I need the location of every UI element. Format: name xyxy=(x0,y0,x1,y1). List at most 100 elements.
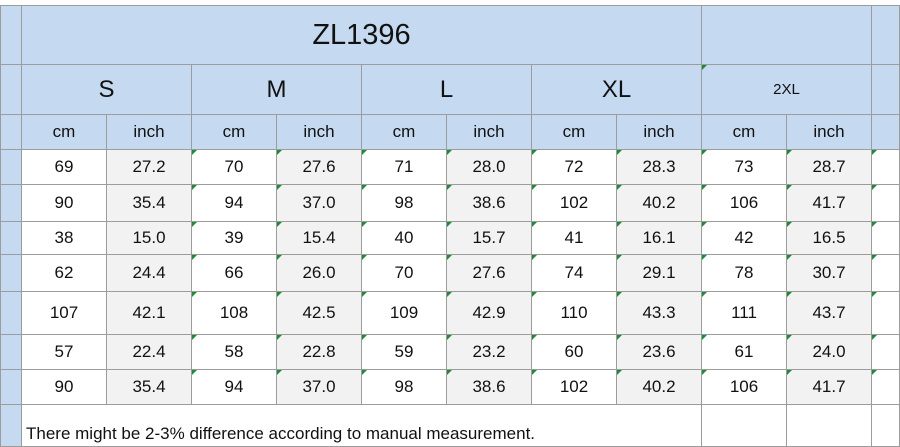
measurement: 39 xyxy=(192,222,277,255)
header-cell xyxy=(872,5,900,65)
note: There might be 2-3% difference according… xyxy=(22,405,702,447)
empty-cell xyxy=(872,150,900,185)
measurement: 70 xyxy=(362,255,447,292)
measurement: 38 xyxy=(22,222,107,255)
measurement: 35.4 xyxy=(107,185,192,222)
measurement: 28.7 xyxy=(787,150,872,185)
empty-cell xyxy=(872,292,900,335)
row-header xyxy=(0,150,22,185)
measurement: 23.6 xyxy=(617,335,702,370)
row-header xyxy=(0,292,22,335)
measurement: 42 xyxy=(702,222,787,255)
measurement: 22.4 xyxy=(107,335,192,370)
unit-header: cm xyxy=(192,115,277,150)
row-header xyxy=(0,370,22,405)
unit-header: cm xyxy=(362,115,447,150)
measurement: 22.8 xyxy=(277,335,362,370)
measurement: 41 xyxy=(532,222,617,255)
measurement: 16.1 xyxy=(617,222,702,255)
measurement: 41.7 xyxy=(787,185,872,222)
unit-header: cm xyxy=(22,115,107,150)
measurement: 111 xyxy=(702,292,787,335)
measurement: 62 xyxy=(22,255,107,292)
measurement: 38.6 xyxy=(447,370,532,405)
measurement: 59 xyxy=(362,335,447,370)
unit-header: inch xyxy=(277,115,362,150)
unit-header: cm xyxy=(532,115,617,150)
measurement: 106 xyxy=(702,185,787,222)
empty-cell xyxy=(872,185,900,222)
header-cell xyxy=(702,5,872,65)
measurement: 58 xyxy=(192,335,277,370)
size-header: 2XL xyxy=(702,65,872,115)
size-header: M xyxy=(192,65,362,115)
measurement: 40.2 xyxy=(617,370,702,405)
row-header xyxy=(0,222,22,255)
row-header xyxy=(0,255,22,292)
measurement: 60 xyxy=(532,335,617,370)
measurement: 27.6 xyxy=(447,255,532,292)
measurement: 29.1 xyxy=(617,255,702,292)
measurement: 98 xyxy=(362,370,447,405)
measurement: 40.2 xyxy=(617,185,702,222)
row-header xyxy=(0,65,22,115)
measurement: 16.5 xyxy=(787,222,872,255)
size-header: XL xyxy=(532,65,702,115)
empty-cell xyxy=(872,335,900,370)
measurement: 37.0 xyxy=(277,370,362,405)
empty-cell xyxy=(872,255,900,292)
title: ZL1396 xyxy=(22,5,702,65)
measurement: 15.0 xyxy=(107,222,192,255)
empty-cell xyxy=(787,405,872,447)
measurement: 102 xyxy=(532,370,617,405)
measurement: 107 xyxy=(22,292,107,335)
unit-header: inch xyxy=(787,115,872,150)
measurement: 70 xyxy=(192,150,277,185)
measurement: 38.6 xyxy=(447,185,532,222)
empty-cell xyxy=(872,370,900,405)
unit-header: inch xyxy=(617,115,702,150)
measurement: 69 xyxy=(22,150,107,185)
measurement: 37.0 xyxy=(277,185,362,222)
measurement: 90 xyxy=(22,185,107,222)
measurement: 110 xyxy=(532,292,617,335)
measurement: 61 xyxy=(702,335,787,370)
measurement: 94 xyxy=(192,370,277,405)
unit-header: inch xyxy=(447,115,532,150)
empty-cell xyxy=(872,405,900,447)
size-header: S xyxy=(22,65,192,115)
size-header: L xyxy=(362,65,532,115)
measurement: 30.7 xyxy=(787,255,872,292)
measurement: 35.4 xyxy=(107,370,192,405)
measurement: 78 xyxy=(702,255,787,292)
measurement: 24.0 xyxy=(787,335,872,370)
measurement: 108 xyxy=(192,292,277,335)
row-header xyxy=(0,185,22,222)
empty-cell xyxy=(872,222,900,255)
row-header xyxy=(0,405,22,447)
measurement: 24.4 xyxy=(107,255,192,292)
measurement: 102 xyxy=(532,185,617,222)
measurement: 28.0 xyxy=(447,150,532,185)
unit-header: cm xyxy=(702,115,787,150)
row-header xyxy=(0,115,22,150)
measurement: 43.7 xyxy=(787,292,872,335)
header-cell xyxy=(872,115,900,150)
measurement: 109 xyxy=(362,292,447,335)
unit-header: inch xyxy=(107,115,192,150)
row-header xyxy=(0,335,22,370)
measurement: 15.7 xyxy=(447,222,532,255)
measurement: 94 xyxy=(192,185,277,222)
header-cell xyxy=(872,65,900,115)
measurement: 73 xyxy=(702,150,787,185)
measurement: 72 xyxy=(532,150,617,185)
measurement: 26.0 xyxy=(277,255,362,292)
empty-cell xyxy=(702,405,787,447)
measurement: 42.9 xyxy=(447,292,532,335)
measurement: 66 xyxy=(192,255,277,292)
measurement: 27.2 xyxy=(107,150,192,185)
measurement: 74 xyxy=(532,255,617,292)
measurement: 23.2 xyxy=(447,335,532,370)
measurement: 57 xyxy=(22,335,107,370)
measurement: 27.6 xyxy=(277,150,362,185)
